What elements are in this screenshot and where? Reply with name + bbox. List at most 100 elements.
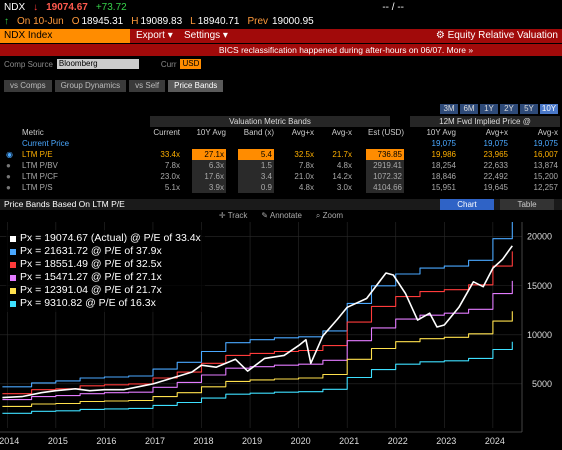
table-cell-metric: LTM P/CF — [22, 172, 58, 181]
erv-function-label: ⚙ Equity Relative Valuation — [436, 29, 558, 43]
x-tick-label: 2018 — [194, 436, 214, 446]
column-header: Avg+x — [485, 128, 508, 137]
table-cell-p_plus: 19,645 — [483, 183, 508, 192]
table-cell-est: 4104.66 — [366, 182, 404, 193]
table-cell-avgminus: 3.0x — [336, 183, 352, 192]
erv-title: Equity Relative Valuation — [447, 30, 558, 41]
chart-header: Price Bands Based On LTM P/E Chart Table — [0, 199, 562, 210]
table-row[interactable]: ◉ LTM P/E 33.4x 27.1x 5.4 32.5x 21.7x 736.85 19,… — [0, 149, 562, 160]
settings-label: Settings — [184, 30, 221, 41]
low-label: L — [190, 15, 196, 27]
y-tick-label: 5000 — [532, 379, 552, 389]
tab-vs-comps[interactable]: vs Comps — [4, 80, 52, 92]
column-header: Avg-x — [331, 128, 352, 137]
x-tick-label: 2017 — [145, 436, 165, 446]
table-row[interactable]: ● LTM P/BV 7.8x 6.3x 1.5 7.8x 4.8x 2919.41 18,25… — [0, 160, 562, 171]
tab-vs-self[interactable]: vs Self — [129, 80, 166, 92]
period-10y[interactable]: 10Y — [540, 104, 558, 114]
column-header: 10Y Avg — [196, 128, 226, 137]
low-value: 18940.71 — [197, 15, 240, 27]
radio-icon[interactable]: ◉ — [6, 150, 13, 159]
high-label: H — [131, 15, 139, 27]
period-5y[interactable]: 5Y — [520, 104, 538, 114]
table-cell-avgminus: 21.7x — [332, 150, 352, 159]
date-label: On 10-Jun — [17, 15, 64, 27]
table-cell-current: 5.1x — [164, 183, 180, 192]
ticker-label[interactable]: NDX — [4, 1, 26, 13]
table-cell-p_plus: 23,965 — [483, 150, 508, 159]
table-row[interactable]: ● LTM P/S 5.1x 3.9x 0.9 4.8x 3.0x 4104.66 15,951… — [0, 182, 562, 193]
up-arrow-icon: ↑ — [4, 15, 9, 27]
table-cell-avgminus: 14.2x — [332, 172, 352, 181]
column-header: Metric — [22, 128, 44, 137]
comp-source-dropdown[interactable]: Bloomberg — [56, 59, 139, 69]
legend-swatch — [10, 300, 16, 307]
legend-swatch — [10, 248, 16, 255]
column-header: Est (USD) — [368, 128, 404, 137]
period-1y[interactable]: 1Y — [480, 104, 498, 114]
table-view-tab[interactable]: Table — [500, 199, 554, 210]
legend-label: Px = 18551.49 @ P/E of 32.5x — [20, 258, 162, 270]
legend-label: Px = 19074.67 (Actual) @ P/E of 33.4x — [20, 232, 201, 244]
table-cell-metric: LTM P/S — [22, 183, 53, 192]
track-button[interactable]: ✛ Track — [219, 211, 247, 221]
table-cell-avg: 27.1x — [192, 149, 226, 160]
table-cell-p_plus: 22,633 — [483, 161, 508, 170]
radio-icon[interactable]: ● — [6, 172, 11, 181]
series-line-actual — [2, 245, 513, 399]
settings-button[interactable]: Settings ▾ — [184, 29, 228, 43]
table-cell-avg: 17.6x — [192, 171, 226, 182]
table-cell-band: 1.5 — [238, 160, 274, 171]
zoom-button[interactable]: ⌕ Zoom — [316, 211, 343, 221]
table-cell-avgplus: 32.5x — [294, 150, 314, 159]
chart-view-tab[interactable]: Chart — [440, 199, 494, 210]
legend-swatch — [10, 235, 16, 242]
legend-label: Px = 15471.27 @ P/E of 27.1x — [20, 271, 162, 283]
x-tick-label: 2014 — [0, 436, 19, 446]
table-header-row: Metric Current 10Y Avg Band (x) Avg+x Avg-x Es… — [0, 128, 562, 138]
command-bar: NDX Index Export ▾ Settings ▾ ⚙ Equity R… — [0, 29, 562, 43]
column-header: Avg+x — [291, 128, 314, 137]
open-value: 18945.31 — [81, 15, 124, 27]
table-row[interactable]: ● LTM P/CF 23.0x 17.6x 3.4 21.0x 14.2x 1072.32 1… — [0, 171, 562, 182]
currency-dropdown[interactable]: USD — [180, 59, 202, 69]
down-arrow-icon: ↓ — [33, 1, 39, 13]
table-cell-est: 2919.41 — [366, 160, 404, 171]
table-cell-avgplus: 4.8x — [298, 183, 314, 192]
open-label: O — [71, 15, 80, 27]
radio-icon[interactable]: ● — [6, 183, 11, 192]
column-header: 10Y Avg — [426, 128, 456, 137]
prev-label: Prev — [247, 15, 268, 27]
view-tabs: vs Comps Group Dynamics vs Self Price Bands — [0, 80, 562, 93]
legend-label: Px = 12391.04 @ P/E of 21.7x — [20, 284, 162, 296]
valuation-bands-group-header: Valuation Metric Bands — [150, 116, 390, 127]
security-field[interactable]: NDX Index — [0, 29, 130, 43]
annotate-button[interactable]: ✎ Annotate — [261, 211, 302, 221]
table-cell-current: 23.0x — [160, 172, 180, 181]
period-2y[interactable]: 2Y — [500, 104, 518, 114]
x-tick-label: 2022 — [388, 436, 408, 446]
period-6m[interactable]: 6M — [460, 104, 478, 114]
table-cell-est: 736.85 — [366, 149, 404, 160]
chart-legend: Px = 19074.67 (Actual) @ P/E of 33.4x Px … — [6, 230, 205, 312]
x-tick-label: 2021 — [339, 436, 359, 446]
gear-icon[interactable]: ⚙ — [435, 30, 445, 41]
legend-entry: Px = 9310.82 @ P/E of 16.3x — [10, 297, 201, 310]
table-cell-p_minus: 13,874 — [533, 161, 558, 170]
reclassification-notice[interactable]: BICS reclassification happened during af… — [0, 44, 562, 56]
price-bands-chart[interactable]: 5000 10000 15000 20000 2014 2015 2016 2017 2018 2… — [0, 222, 562, 450]
radio-icon[interactable]: ● — [6, 161, 11, 170]
implied-price-group-header: 12M Fwd Implied Price @ — [410, 116, 560, 127]
current-price-value: 19,075 — [483, 139, 508, 148]
bid-ask-placeholder: -- / -- — [382, 1, 404, 13]
x-tick-label: 2024 — [485, 436, 505, 446]
period-3m[interactable]: 3M — [440, 104, 458, 114]
tab-price-bands[interactable]: Price Bands — [168, 80, 224, 92]
table-cell-p_minus: 15,200 — [533, 172, 558, 181]
period-selector: 3M 6M 1Y 2Y 5Y 10Y — [0, 104, 562, 115]
currency-label: Curr — [160, 59, 177, 69]
tab-group-dynamics[interactable]: Group Dynamics — [54, 80, 127, 92]
export-button[interactable]: Export ▾ — [136, 29, 173, 43]
table-cell-avgminus: 4.8x — [336, 161, 352, 170]
table-cell-metric: LTM P/BV — [22, 161, 58, 170]
